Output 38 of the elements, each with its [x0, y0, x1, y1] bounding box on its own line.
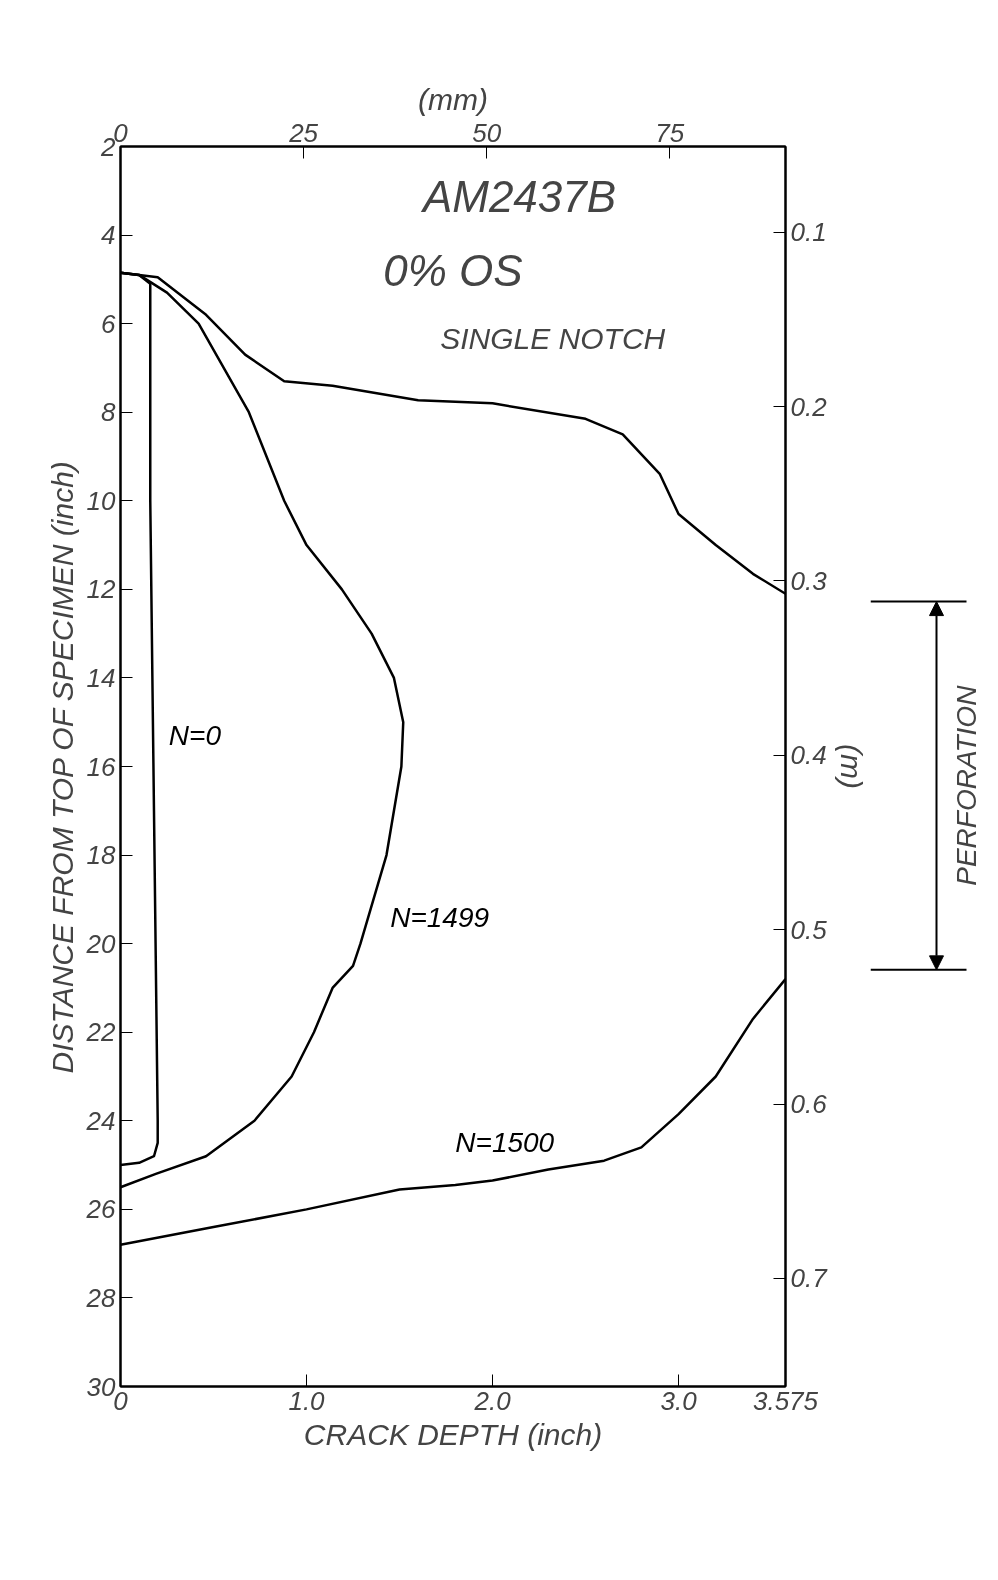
- y-tick-label: 24: [85, 1105, 116, 1136]
- series-label: N=1500: [455, 1127, 555, 1159]
- y2-tick-label: 0.4: [790, 740, 827, 771]
- x2-tick-label: 75: [655, 117, 685, 148]
- y-tick-label: 26: [85, 1194, 117, 1225]
- annotation: SINGLE NOTCH: [440, 322, 666, 356]
- y2-tick-label: 0.7: [790, 1263, 829, 1294]
- series-label: N=0: [168, 720, 222, 751]
- text: 0% OS: [383, 246, 523, 295]
- y2-tick-label: 0.2: [790, 391, 828, 422]
- y-tick-label: 6: [101, 308, 117, 339]
- x-tick-label: 3.0: [660, 1385, 698, 1416]
- x2-tick-label: 25: [288, 117, 319, 148]
- y2-tick-label: 0.6: [790, 1089, 828, 1120]
- series-label: N=1499: [390, 901, 490, 933]
- x2-tick-label: 50: [472, 117, 502, 148]
- x-tick-label: 3.575: [752, 1385, 819, 1416]
- y-tick-label: 12: [86, 574, 117, 605]
- y-tick-label: 22: [85, 1017, 117, 1048]
- y-tick-label: 8: [101, 397, 117, 428]
- x-axis-title: CRACK DEPTH (inch): [303, 1417, 603, 1451]
- y-tick-label: 18: [86, 840, 117, 871]
- y-axis-title: DISTANCE FROM TOP OF SPECIMEN (inch): [45, 461, 79, 1074]
- text: PERFORATION: [951, 684, 982, 886]
- y-tick-label: 28: [85, 1282, 117, 1313]
- x-tick-label: 2.0: [473, 1385, 512, 1416]
- y2-tick-label: 0.1: [790, 217, 827, 248]
- x-tick-label: 1.0: [288, 1385, 326, 1416]
- x2-axis-title: (mm): [418, 82, 488, 116]
- text: AM2437B: [419, 171, 617, 221]
- y2-tick-label: 0.3: [790, 565, 828, 596]
- y2-tick-label: 0.5: [790, 914, 828, 945]
- y-tick-label: 10: [86, 485, 117, 516]
- y-tick-label: 20: [85, 928, 117, 959]
- y2-axis-title: (m): [834, 744, 868, 789]
- y-tick-label: 14: [86, 662, 116, 693]
- y-tick-label: 16: [86, 751, 117, 782]
- y-tick-label: 4: [101, 220, 116, 251]
